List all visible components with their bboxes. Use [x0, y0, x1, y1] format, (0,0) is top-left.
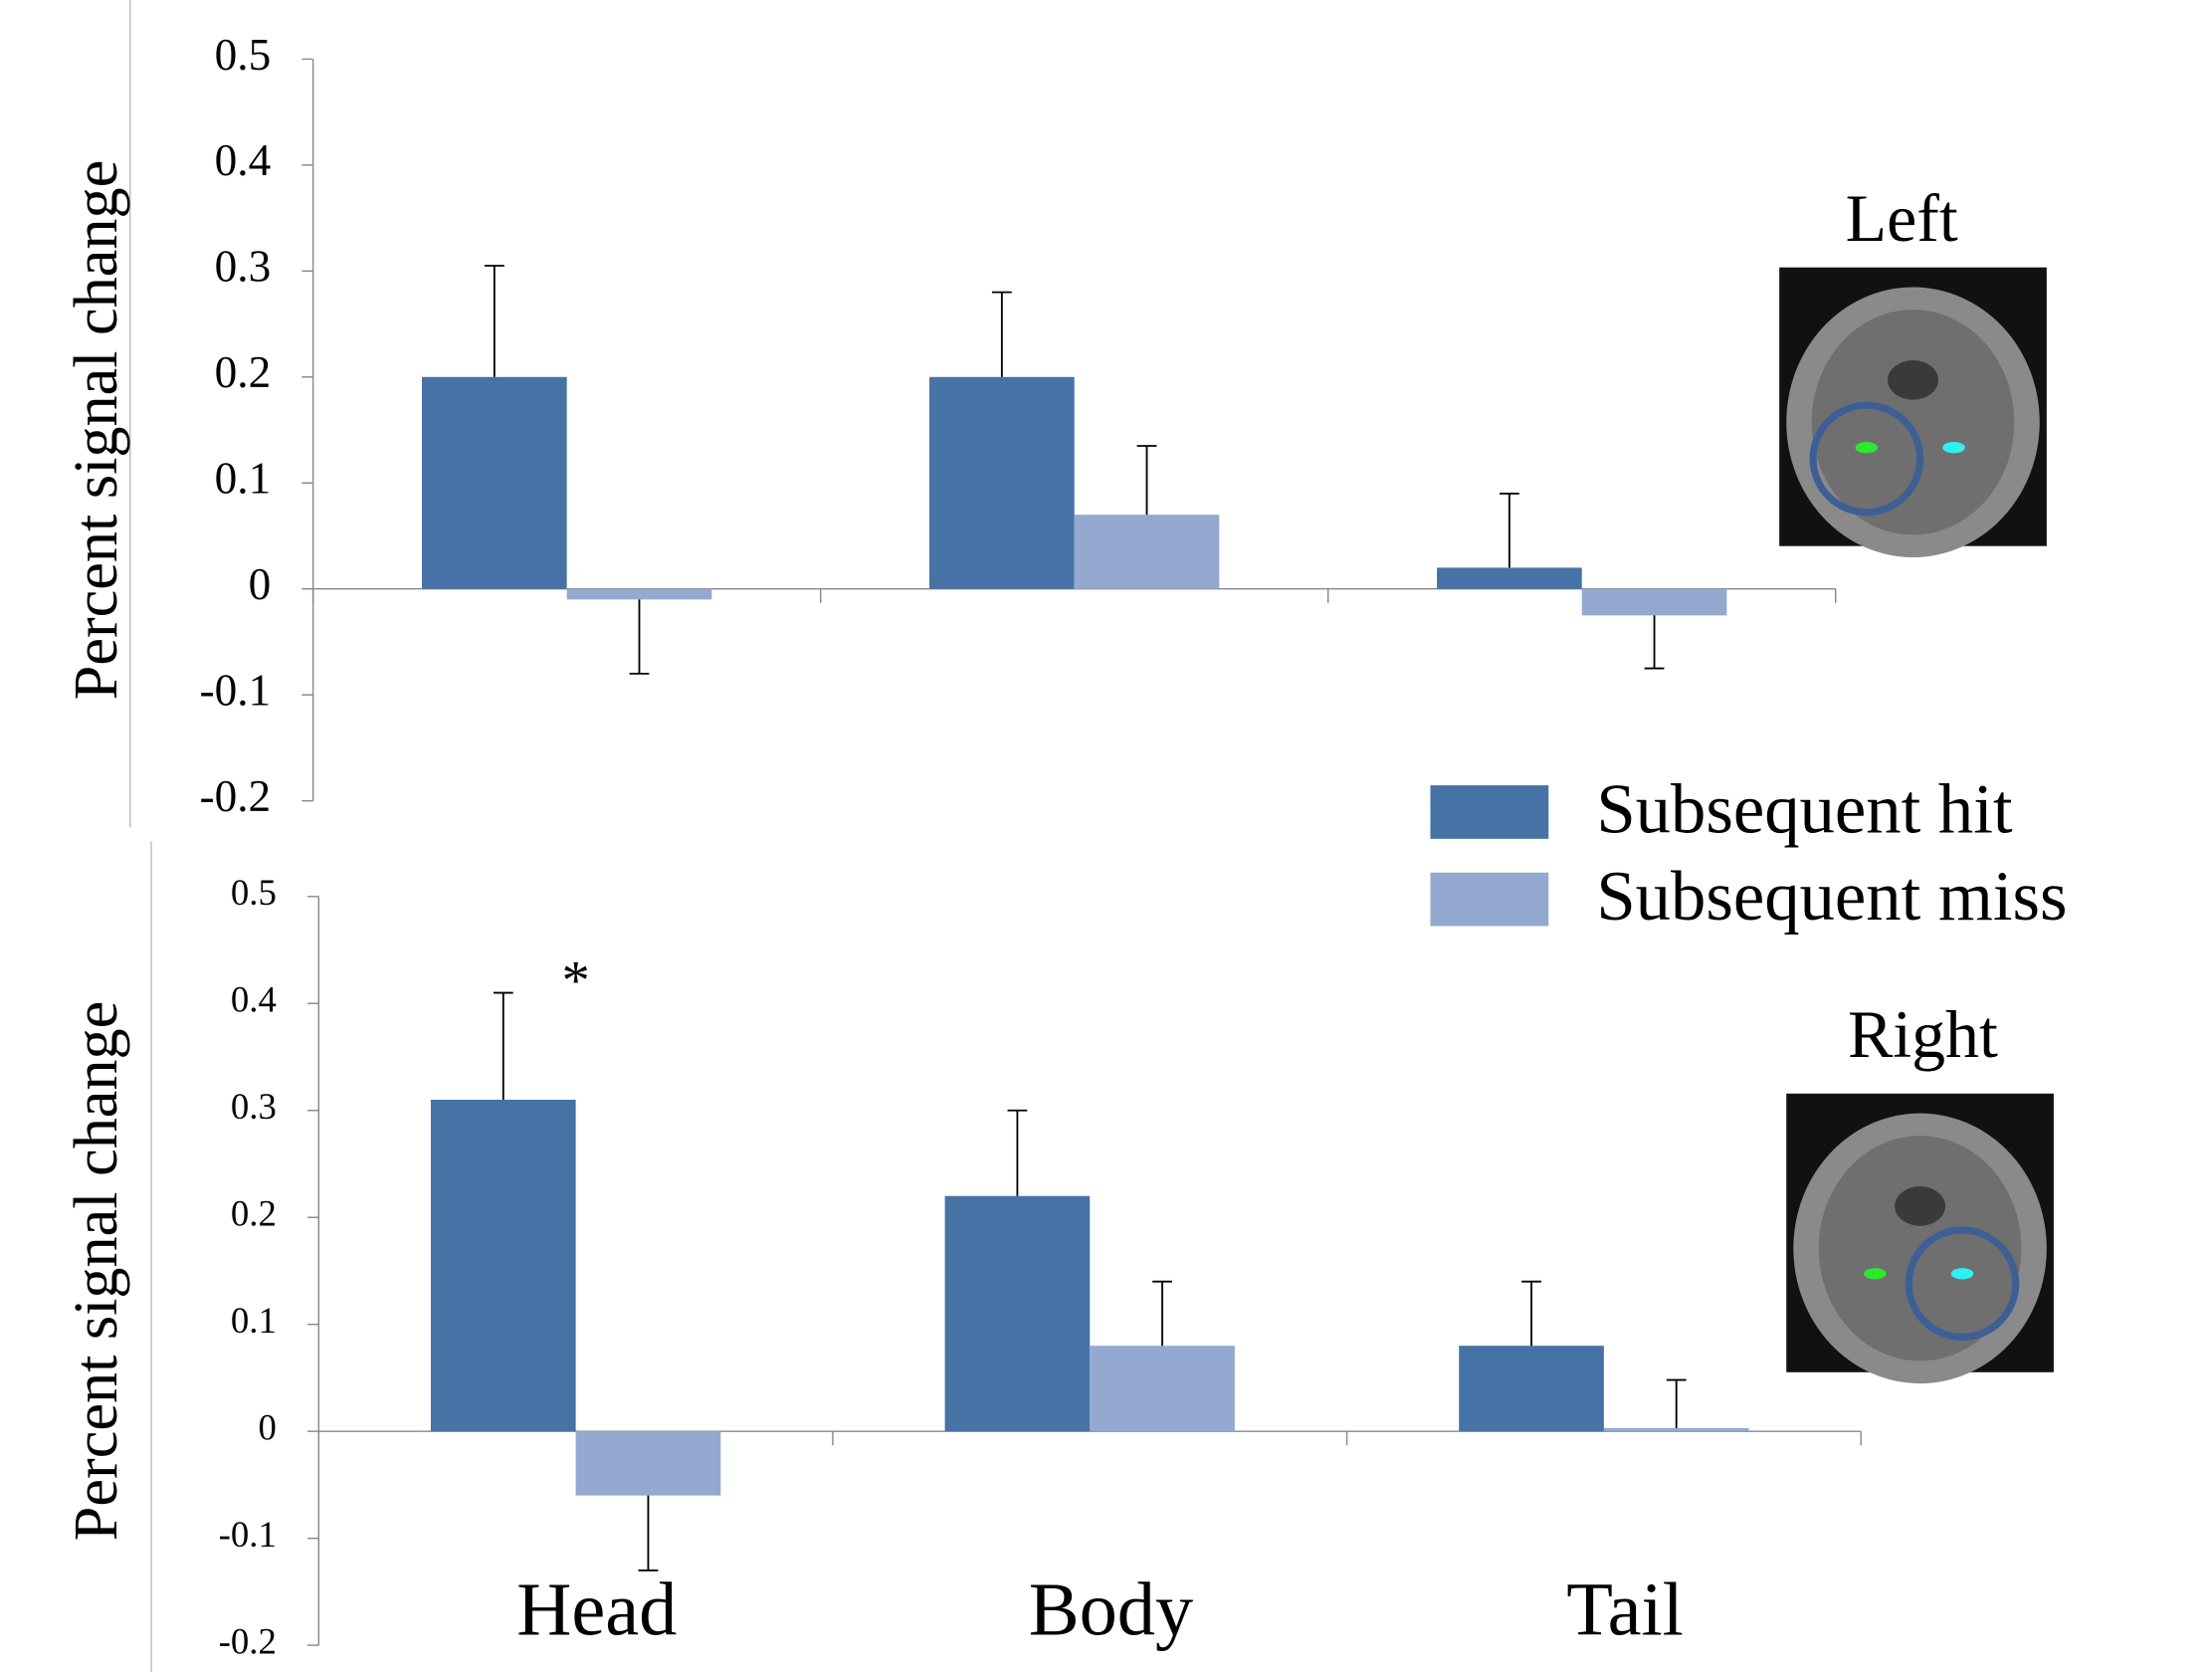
y-tick-label: -0.1 [219, 1514, 277, 1555]
y-tick-label: 0.3 [231, 1086, 277, 1127]
x-tick-label: Body [1029, 1567, 1193, 1651]
y-axis-title: Percent signal change [63, 1001, 130, 1541]
brain-image-right [1786, 1094, 2054, 1383]
brain-image-left [1779, 268, 2047, 557]
bar [576, 1431, 721, 1495]
bar [1075, 515, 1220, 589]
bar [1582, 589, 1727, 616]
panel-label: Left [1846, 181, 1958, 256]
bar [1459, 1346, 1604, 1431]
bar [929, 377, 1075, 589]
y-tick-label: 0.2 [231, 1193, 277, 1234]
y-tick-label: 0.1 [231, 1300, 277, 1341]
y-tick-label: 0.2 [215, 347, 272, 397]
page: -0.2 -0.1 0 0.1 0.2 0.3 0.4 0.5 Percent signal c… [0, 0, 2212, 1672]
x-tick-label: Head [516, 1567, 677, 1651]
y-tick-label: 0.5 [215, 30, 272, 80]
bar [567, 589, 712, 600]
y-tick-label: 0.5 [231, 872, 277, 913]
bar [945, 1196, 1091, 1431]
y-tick-label: -0.1 [200, 666, 272, 716]
panel-label: Right [1848, 997, 1998, 1072]
y-tick-label: 0 [249, 559, 272, 609]
legend-label: Subsequent miss [1596, 858, 2067, 936]
bar [1090, 1346, 1235, 1431]
legend-label: Subsequent hit [1596, 770, 2013, 848]
annotation: * [561, 949, 589, 1011]
bar [431, 1100, 576, 1431]
figure: -0.2 -0.1 0 0.1 0.2 0.3 0.4 0.5 Percent signal c… [0, 0, 2212, 1672]
x-tick-label: Tail [1566, 1567, 1684, 1651]
y-tick-label: -0.2 [200, 771, 272, 821]
y-tick-label: 0 [258, 1407, 276, 1448]
y-axis-title: Percent signal change [63, 160, 130, 700]
y-tick-label: 0.1 [215, 454, 272, 504]
legend-swatch [1430, 785, 1548, 839]
legend-swatch [1430, 873, 1548, 927]
y-tick-label: -0.2 [219, 1621, 277, 1662]
bar [422, 377, 567, 589]
bar [1437, 567, 1582, 588]
y-tick-label: 0.4 [215, 135, 272, 185]
y-tick-label: 0.3 [215, 242, 272, 292]
bar [1604, 1428, 1749, 1431]
y-tick-label: 0.4 [231, 979, 277, 1020]
